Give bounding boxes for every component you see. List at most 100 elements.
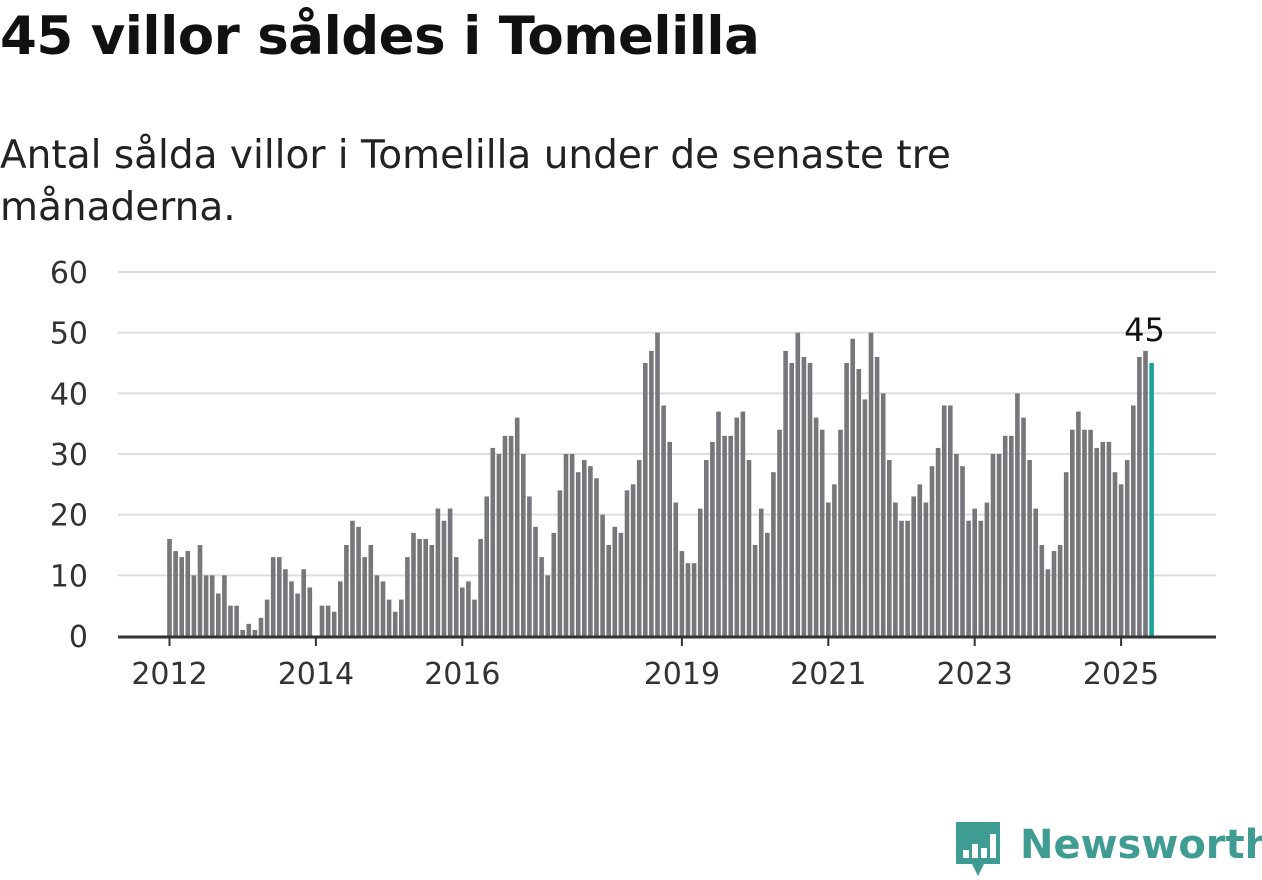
bar [368, 545, 374, 636]
bar [911, 496, 916, 636]
bar [783, 350, 788, 636]
bar [716, 411, 721, 636]
bar [185, 551, 191, 636]
bar [222, 575, 227, 636]
bar [899, 520, 904, 636]
bar [887, 460, 892, 636]
bar [1118, 484, 1124, 636]
bar [380, 581, 386, 636]
bar [685, 563, 691, 636]
bar [344, 545, 349, 636]
bar [893, 502, 898, 636]
bar [460, 587, 465, 636]
bar [649, 350, 654, 636]
newsworthy-logo-icon [956, 822, 1000, 876]
bar [874, 356, 880, 636]
bar [405, 557, 410, 636]
bar [612, 526, 618, 636]
bar [771, 472, 776, 636]
bar [838, 429, 843, 636]
x-tick-label-2023: 2023 [937, 657, 1013, 692]
bar [862, 399, 868, 636]
bar [527, 496, 532, 636]
bar [331, 611, 337, 636]
bar [588, 466, 593, 636]
bar [929, 466, 935, 636]
bar [429, 545, 435, 636]
bar [539, 557, 544, 636]
bar [399, 599, 404, 636]
bar [984, 502, 990, 636]
bar [252, 629, 258, 636]
bar [258, 617, 264, 636]
bar [277, 557, 282, 636]
bar [655, 332, 660, 636]
bar [441, 520, 447, 636]
bar [819, 429, 825, 636]
bar [990, 454, 996, 636]
bar [508, 435, 514, 636]
bar [826, 502, 831, 636]
bar [234, 605, 239, 636]
bar [710, 441, 715, 636]
bar [1009, 435, 1014, 636]
x-axis-ticks: 2012 2014 2016 2019 2021 2023 2025 [131, 638, 1159, 692]
bar [338, 581, 343, 636]
bar [679, 551, 685, 636]
bars [167, 332, 1154, 636]
bar [374, 575, 380, 636]
bar [1100, 441, 1106, 636]
bar [844, 363, 849, 636]
bar [502, 435, 508, 636]
bar [521, 454, 526, 636]
bar [496, 454, 502, 636]
bar [411, 532, 416, 636]
x-tick-label-2012: 2012 [131, 657, 207, 692]
bar [935, 447, 941, 636]
bar [765, 532, 770, 636]
bar [1057, 545, 1063, 636]
bar [923, 502, 929, 636]
bar [216, 593, 221, 636]
bar [697, 508, 703, 636]
bar [484, 496, 489, 636]
bar [1045, 569, 1051, 636]
y-tick-label-40: 40 [50, 377, 88, 412]
bar [905, 520, 910, 636]
y-tick-label-0: 0 [69, 620, 88, 655]
annotations: 45 [1124, 311, 1165, 349]
bar [1015, 393, 1020, 636]
bar [941, 405, 947, 636]
bar [691, 563, 697, 636]
bar [996, 454, 1002, 636]
bar [728, 435, 733, 636]
bar [270, 557, 276, 636]
bar [746, 460, 752, 636]
y-tick-label-10: 10 [50, 559, 88, 594]
bar [240, 629, 245, 636]
bar [1039, 545, 1045, 636]
bar [1033, 508, 1038, 636]
bar [197, 545, 203, 636]
bar [960, 466, 965, 636]
bar [289, 581, 294, 636]
bar [191, 575, 197, 636]
y-tick-label-60: 60 [50, 256, 88, 291]
bar [307, 587, 313, 636]
bar [600, 514, 605, 636]
x-tick-label-2014: 2014 [278, 657, 354, 692]
chart-title: 45 villor såldes i Tomelilla [0, 6, 760, 67]
bar [435, 508, 441, 636]
bar [362, 557, 367, 636]
bar [246, 623, 252, 636]
bar [624, 490, 630, 636]
bar [795, 332, 801, 636]
bar [1070, 429, 1075, 636]
bar [978, 520, 984, 636]
bar [514, 417, 520, 636]
bar [319, 605, 325, 636]
bar [423, 538, 428, 636]
bar [167, 538, 172, 636]
bar [478, 538, 483, 636]
